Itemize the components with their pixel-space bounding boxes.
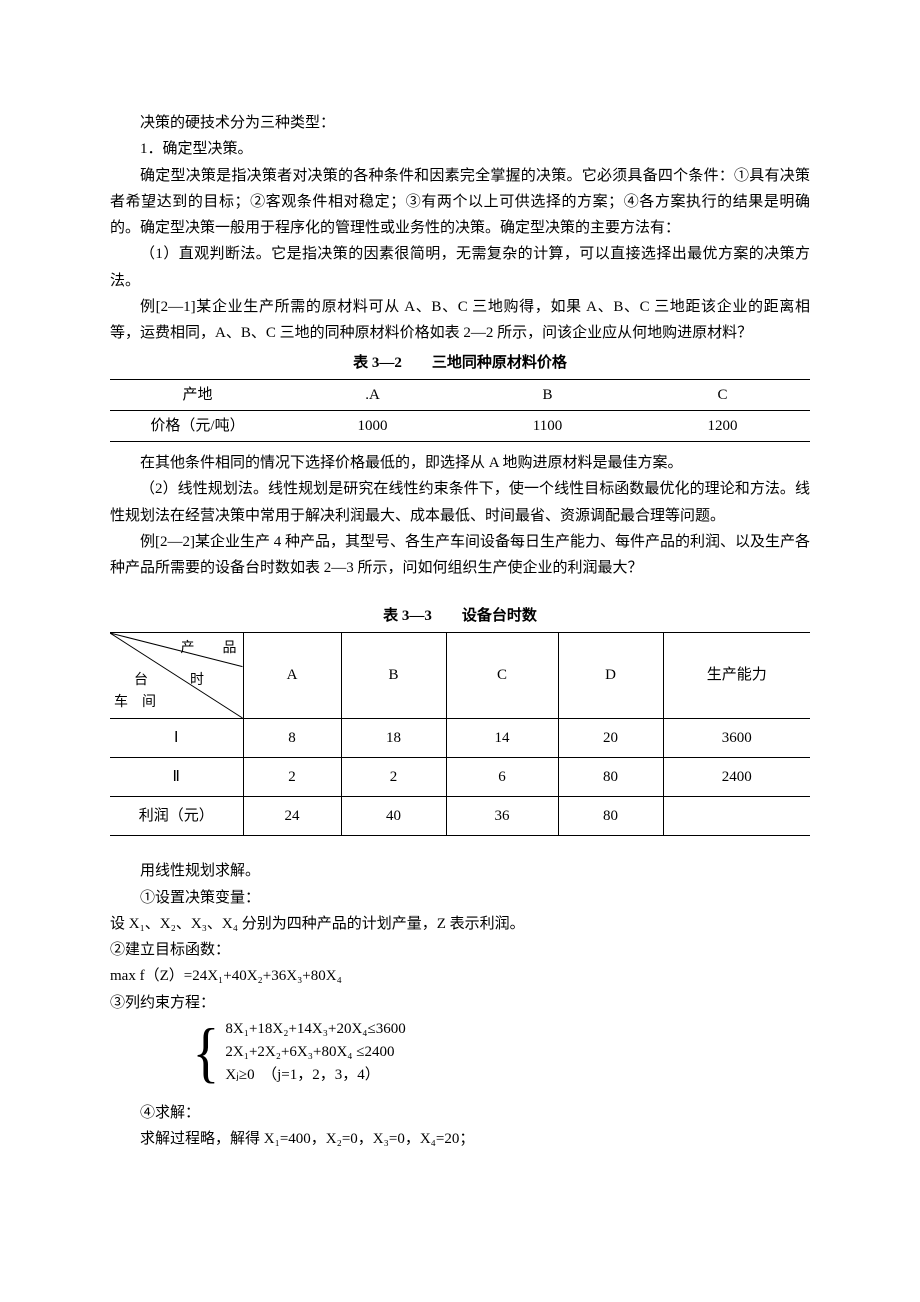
paragraph: 设 X₁、X₂、X₃、X₄ 分别为四种产品的计划产量，Z 表示利润。 <box>110 911 810 937</box>
cell: 40 <box>341 797 446 836</box>
cell: 20 <box>558 718 663 757</box>
heading-1: 1．确定型决策。 <box>110 136 810 162</box>
cell: 价格（元/吨） <box>110 410 285 441</box>
table-row: 产地 .A B C <box>110 379 810 410</box>
cell: 2 <box>243 757 341 796</box>
paragraph: 决策的硬技术分为三种类型： <box>110 110 810 136</box>
paragraph: 求解过程略，解得 X₁=400，X₂=0，X₃=0，X₄=20； <box>110 1126 810 1152</box>
paragraph: ③列约束方程： <box>110 990 810 1016</box>
paragraph: 用线性规划求解。 <box>110 858 810 884</box>
table-row: 价格（元/吨） 1000 1100 1200 <box>110 410 810 441</box>
cell: 生产能力 <box>663 632 810 718</box>
paragraph: 确定型决策是指决策者对决策的各种条件和因素完全掌握的决策。它必须具备四个条件：①… <box>110 163 810 242</box>
table-caption: 表 3—2 三地同种原材料价格 <box>110 350 810 376</box>
cell: C <box>446 632 558 718</box>
cell: 产地 <box>110 379 285 410</box>
cell: B <box>460 379 635 410</box>
paragraph: 例[2—2]某企业生产 4 种产品，其型号、各生产车间设备每日生产能力、每件产品… <box>110 529 810 582</box>
cell: Ⅰ <box>110 718 243 757</box>
constraint: 2X₁+2X₂+6X₃+80X₄ ≤2400 <box>225 1041 405 1064</box>
cell: B <box>341 632 446 718</box>
table-row: 产 品 台 时 车 间 A B C D 生产能力 <box>110 632 810 718</box>
table-caption: 表 3—3 设备台时数 <box>110 603 810 629</box>
cell: Ⅱ <box>110 757 243 796</box>
table-row: 利润（元） 24 40 36 80 <box>110 797 810 836</box>
left-brace-icon: { <box>193 1019 220 1086</box>
cell: C <box>635 379 810 410</box>
cell: 2 <box>341 757 446 796</box>
diag-label-mid: 台 时 <box>134 669 204 694</box>
paragraph: 在其他条件相同的情况下选择价格最低的，即选择从 A 地购进原材料是最佳方案。 <box>110 450 810 476</box>
cell: 1100 <box>460 410 635 441</box>
cell: .A <box>285 379 460 410</box>
cell: 1200 <box>635 410 810 441</box>
cell: D <box>558 632 663 718</box>
paragraph: ④求解： <box>110 1100 810 1126</box>
cell: 18 <box>341 718 446 757</box>
paragraph: （1）直观判断法。它是指决策的因素很简明，无需复杂的计算，可以直接选择出最优方案… <box>110 241 810 294</box>
constraint-lines: 8X₁+18X₂+14X₃+20X₄≤3600 2X₁+2X₂+6X₃+80X₄… <box>225 1018 405 1088</box>
equation: max f（Z）=24X₁+40X₂+36X₃+80X₄ <box>110 963 810 989</box>
paragraph: ②建立目标函数： <box>110 937 810 963</box>
cell: 36 <box>446 797 558 836</box>
paragraph: ①设置决策变量： <box>110 885 810 911</box>
table-row: Ⅱ 2 2 6 80 2400 <box>110 757 810 796</box>
constraint: 8X₁+18X₂+14X₃+20X₄≤3600 <box>225 1018 405 1041</box>
cell: 14 <box>446 718 558 757</box>
cell: A <box>243 632 341 718</box>
cell: 1000 <box>285 410 460 441</box>
cell: 80 <box>558 757 663 796</box>
diagonal-header-cell: 产 品 台 时 车 间 <box>110 632 243 718</box>
diag-label-top: 产 品 <box>181 637 237 662</box>
paragraph: （2）线性规划法。线性规划是研究在线性约束条件下，使一个线性目标函数最优化的理论… <box>110 476 810 529</box>
table-row: Ⅰ 8 18 14 20 3600 <box>110 718 810 757</box>
table-equipment-hours: 产 品 台 时 车 间 A B C D 生产能力 Ⅰ 8 18 14 20 36… <box>110 632 810 837</box>
cell: 3600 <box>663 718 810 757</box>
diag-label-bot: 车 间 <box>114 691 156 716</box>
constraint: Xⱼ≥0 （j=1，2，3，4） <box>225 1064 405 1087</box>
cell: 利润（元） <box>110 797 243 836</box>
cell: 2400 <box>663 757 810 796</box>
cell: 8 <box>243 718 341 757</box>
constraint-system: { 8X₁+18X₂+14X₃+20X₄≤3600 2X₁+2X₂+6X₃+80… <box>193 1018 811 1088</box>
document-page: 决策的硬技术分为三种类型： 1．确定型决策。 确定型决策是指决策者对决策的各种条… <box>0 0 920 1302</box>
cell <box>663 797 810 836</box>
cell: 80 <box>558 797 663 836</box>
paragraph: 例[2—1]某企业生产所需的原材料可从 A、B、C 三地购得，如果 A、B、C … <box>110 294 810 347</box>
cell: 24 <box>243 797 341 836</box>
cell: 6 <box>446 757 558 796</box>
table-materials-price: 产地 .A B C 价格（元/吨） 1000 1100 1200 <box>110 379 810 443</box>
